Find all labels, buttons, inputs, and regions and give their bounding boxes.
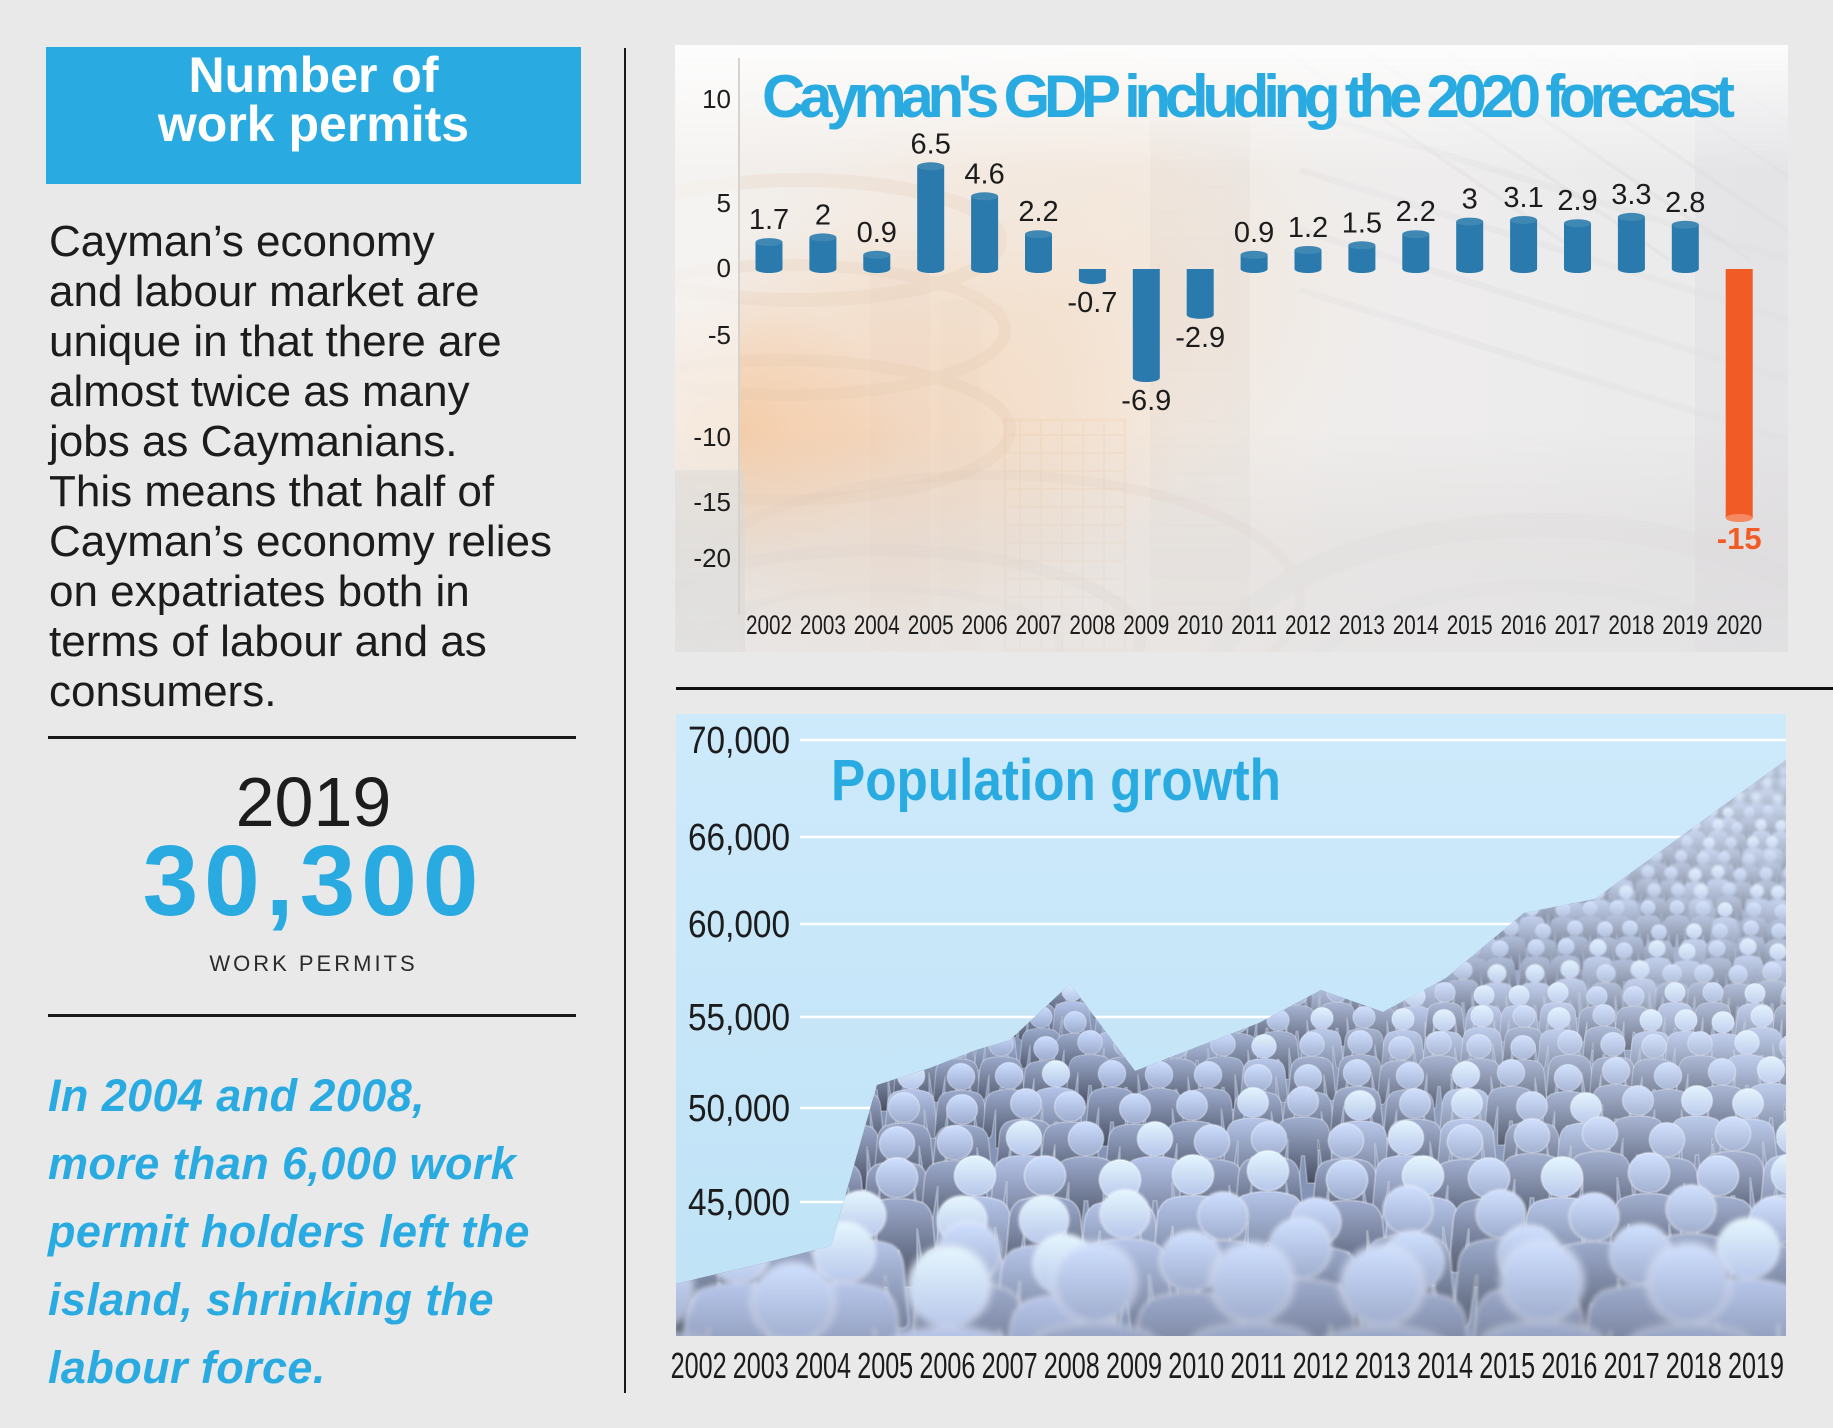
svg-text:-0.7: -0.7 <box>1067 287 1117 319</box>
svg-text:2008: 2008 <box>1044 1345 1100 1386</box>
svg-text:-6.9: -6.9 <box>1121 385 1171 417</box>
svg-text:2015: 2015 <box>1447 610 1493 640</box>
svg-text:1.5: 1.5 <box>1342 207 1382 239</box>
svg-text:3.1: 3.1 <box>1503 182 1543 214</box>
svg-text:-15: -15 <box>1717 521 1762 556</box>
svg-text:2010: 2010 <box>1168 1345 1224 1386</box>
svg-text:2005: 2005 <box>857 1345 913 1386</box>
svg-text:3.3: 3.3 <box>1611 179 1651 211</box>
svg-text:70,000: 70,000 <box>688 720 790 762</box>
svg-text:6.5: 6.5 <box>911 128 951 160</box>
svg-text:2012: 2012 <box>1285 610 1331 640</box>
svg-text:5: 5 <box>717 188 731 218</box>
svg-text:Population growth: Population growth <box>831 748 1281 813</box>
svg-text:2005: 2005 <box>908 610 954 640</box>
svg-text:2016: 2016 <box>1541 1345 1597 1386</box>
svg-text:2007: 2007 <box>1016 610 1062 640</box>
svg-text:55,000: 55,000 <box>688 997 790 1039</box>
svg-text:60,000: 60,000 <box>688 904 790 946</box>
svg-text:2010: 2010 <box>1177 610 1223 640</box>
svg-text:10: 10 <box>702 84 731 114</box>
svg-text:2009: 2009 <box>1106 1345 1162 1386</box>
svg-text:2017: 2017 <box>1604 1345 1660 1386</box>
svg-text:2015: 2015 <box>1479 1345 1535 1386</box>
svg-text:0.9: 0.9 <box>857 217 897 249</box>
svg-text:2016: 2016 <box>1501 610 1547 640</box>
svg-text:3: 3 <box>1462 184 1478 216</box>
svg-text:2003: 2003 <box>733 1345 789 1386</box>
svg-text:2017: 2017 <box>1555 610 1601 640</box>
svg-text:2.8: 2.8 <box>1665 187 1705 219</box>
svg-text:2018: 2018 <box>1666 1345 1722 1386</box>
svg-text:2020: 2020 <box>1716 610 1762 640</box>
svg-text:2011: 2011 <box>1231 610 1277 640</box>
svg-text:-2.9: -2.9 <box>1175 322 1225 354</box>
svg-text:2011: 2011 <box>1230 1345 1286 1386</box>
svg-text:2003: 2003 <box>800 610 846 640</box>
svg-text:2018: 2018 <box>1608 610 1654 640</box>
svg-text:0.9: 0.9 <box>1234 217 1274 249</box>
svg-text:1.2: 1.2 <box>1288 212 1328 244</box>
svg-text:2.2: 2.2 <box>1396 196 1436 228</box>
svg-text:2002: 2002 <box>671 1345 727 1386</box>
svg-text:2019: 2019 <box>1728 1345 1784 1386</box>
svg-text:4.6: 4.6 <box>964 158 1004 190</box>
svg-text:2002: 2002 <box>746 610 792 640</box>
svg-text:45,000: 45,000 <box>688 1182 790 1224</box>
svg-text:2014: 2014 <box>1417 1345 1473 1386</box>
svg-text:2013: 2013 <box>1339 610 1385 640</box>
svg-text:-10: -10 <box>693 422 731 452</box>
svg-text:50,000: 50,000 <box>688 1088 790 1130</box>
svg-text:2007: 2007 <box>982 1345 1038 1386</box>
svg-text:-15: -15 <box>693 487 731 517</box>
svg-text:2008: 2008 <box>1069 610 1115 640</box>
svg-text:-5: -5 <box>708 320 731 350</box>
svg-text:2014: 2014 <box>1393 610 1439 640</box>
svg-text:1.7: 1.7 <box>749 204 789 236</box>
svg-text:2012: 2012 <box>1293 1345 1349 1386</box>
svg-text:2006: 2006 <box>919 1345 975 1386</box>
svg-text:66,000: 66,000 <box>688 817 790 859</box>
svg-text:2006: 2006 <box>962 610 1008 640</box>
svg-text:Cayman's GDP including the 202: Cayman's GDP including the 2020 forecast <box>762 63 1735 130</box>
svg-text:2009: 2009 <box>1123 610 1169 640</box>
svg-text:2: 2 <box>815 199 831 231</box>
svg-text:2.2: 2.2 <box>1018 196 1058 228</box>
svg-text:2019: 2019 <box>1662 610 1708 640</box>
svg-text:2.9: 2.9 <box>1557 185 1597 217</box>
svg-text:-20: -20 <box>693 543 731 573</box>
svg-text:2004: 2004 <box>854 610 900 640</box>
svg-text:2013: 2013 <box>1355 1345 1411 1386</box>
svg-text:0: 0 <box>717 253 731 283</box>
svg-text:2004: 2004 <box>795 1345 851 1386</box>
